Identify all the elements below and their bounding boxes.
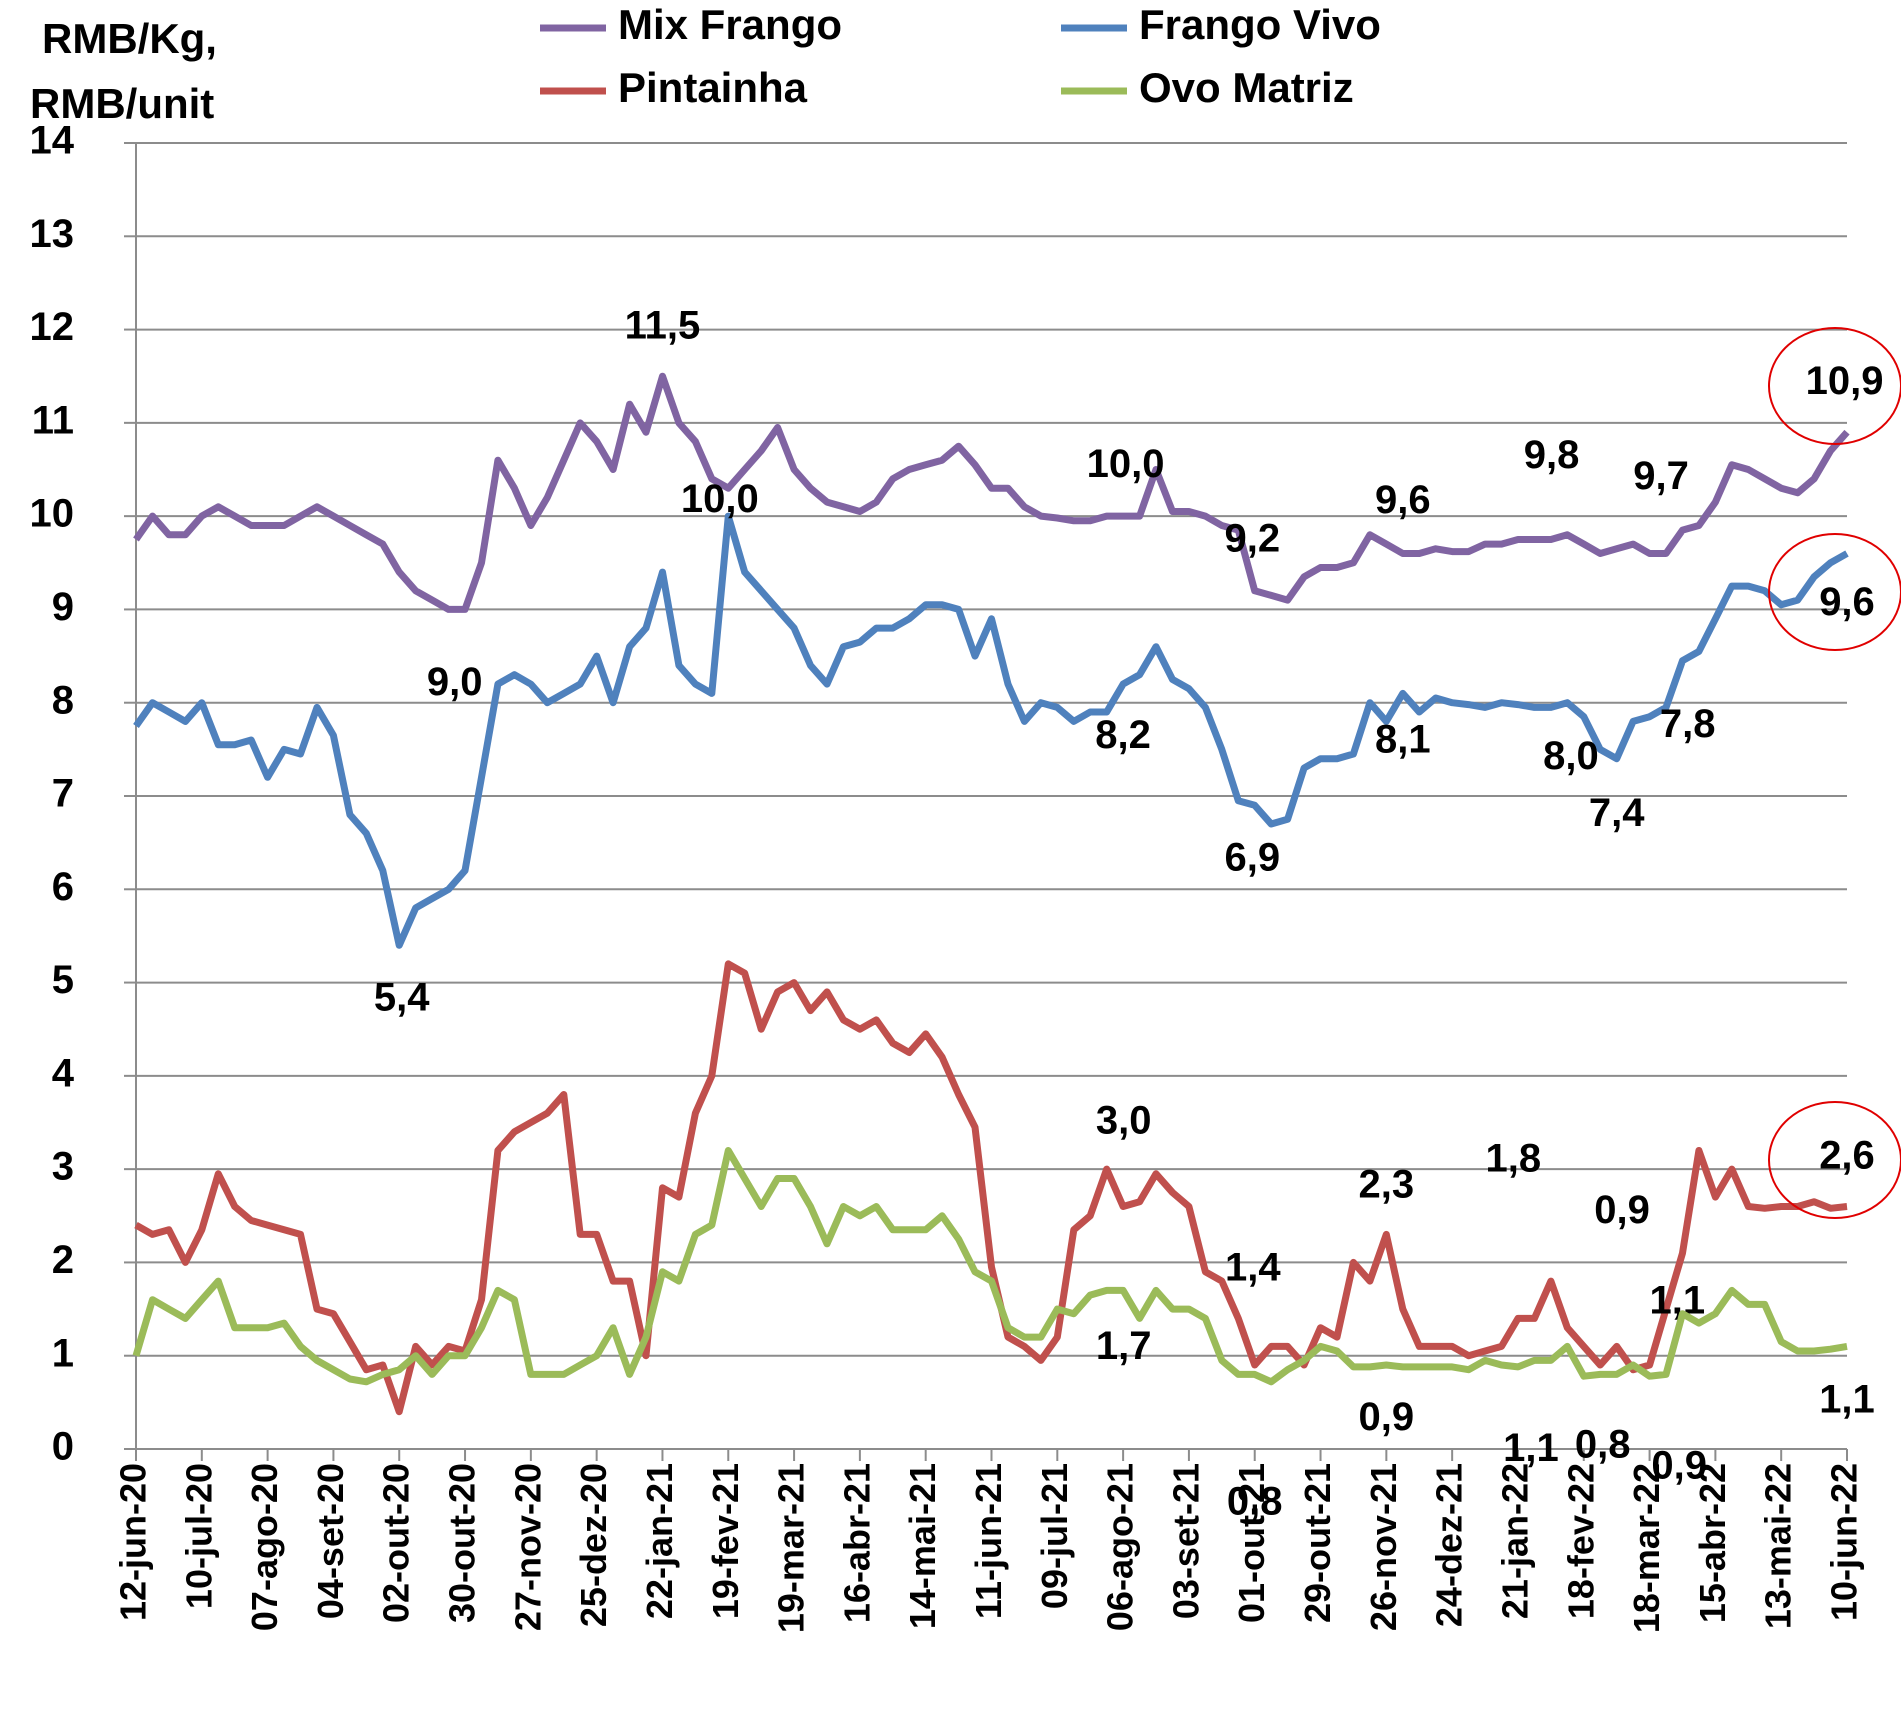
legend-label: Frango Vivo <box>1139 1 1381 48</box>
data-label: 9,8 <box>1524 433 1580 477</box>
legend-label: Pintainha <box>618 64 808 111</box>
x-tick-label: 27-nov-20 <box>507 1463 548 1631</box>
data-label: 8,2 <box>1095 713 1151 757</box>
series-line <box>133 372 1850 613</box>
data-label: 3,0 <box>1096 1099 1152 1143</box>
x-tick-label: 19-fev-21 <box>705 1463 746 1619</box>
x-tick-label: 25-dez-20 <box>573 1463 614 1627</box>
x-tick-label: 13-mai-22 <box>1758 1463 1799 1629</box>
series-line <box>134 960 1848 1416</box>
data-label: 7,4 <box>1589 791 1645 835</box>
highlight-circle <box>1768 327 1901 445</box>
y-axis-title: RMB/unit <box>30 80 214 127</box>
x-tick-label: 09-jul-21 <box>1034 1463 1075 1609</box>
data-label: 9,2 <box>1225 517 1281 561</box>
x-tick-label: 07-ago-20 <box>244 1463 285 1631</box>
x-tick-label: 21-jan-22 <box>1494 1463 1535 1619</box>
highlight-circle <box>1768 533 1901 651</box>
x-tick-label: 18-fev-22 <box>1560 1463 1601 1619</box>
data-label: 0,9 <box>1594 1188 1650 1232</box>
data-label: 11,5 <box>625 303 701 347</box>
x-tick-label: 10-jun-22 <box>1824 1463 1865 1621</box>
x-tick-label: 12-jun-20 <box>113 1463 154 1621</box>
y-tick-label: 6 <box>52 865 74 909</box>
x-tick-label: 24-dez-21 <box>1429 1463 1470 1627</box>
x-tick-label: 04-set-20 <box>310 1463 351 1619</box>
data-label: 5,4 <box>374 975 430 1019</box>
x-tick-label: 11-jun-21 <box>968 1463 1009 1619</box>
legend-label: Ovo Matriz <box>1139 64 1354 111</box>
y-axis-title: RMB/Kg, <box>42 15 217 62</box>
data-label: 6,9 <box>1225 835 1281 879</box>
x-tick-label: 10-jul-20 <box>178 1463 219 1609</box>
data-label: 0,8 <box>1575 1423 1631 1467</box>
y-tick-label: 4 <box>52 1051 75 1095</box>
y-tick-label: 8 <box>52 678 74 722</box>
y-tick-label: 11 <box>32 398 74 442</box>
y-tick-label: 10 <box>30 492 75 536</box>
y-tick-label: 13 <box>30 212 75 256</box>
y-tick-label: 1 <box>52 1331 74 1375</box>
x-tick-label: 06-ago-21 <box>1100 1463 1141 1631</box>
data-label: 7,8 <box>1660 702 1716 746</box>
data-label: 10,0 <box>681 477 759 521</box>
x-tick-label: 30-out-20 <box>442 1463 483 1623</box>
data-label: 0,8 <box>1227 1480 1283 1524</box>
data-label: 1,8 <box>1485 1137 1541 1181</box>
x-tick-label: 26-nov-21 <box>1363 1463 1404 1631</box>
y-tick-label: 3 <box>52 1145 74 1189</box>
data-label: 9,7 <box>1633 454 1689 498</box>
data-label: 0,9 <box>1359 1395 1415 1439</box>
x-tick-label: 02-out-20 <box>376 1463 417 1623</box>
x-tick-label: 03-set-21 <box>1165 1463 1206 1619</box>
y-tick-label: 2 <box>52 1238 74 1282</box>
y-tick-label: 12 <box>30 305 75 349</box>
x-tick-label: 22-jan-21 <box>639 1463 680 1619</box>
data-label: 2,3 <box>1359 1163 1415 1207</box>
x-tick-label: 14-mai-21 <box>902 1463 943 1629</box>
data-label: 10,0 <box>1087 442 1165 486</box>
data-label: 9,6 <box>1819 580 1875 624</box>
data-label: 2,6 <box>1819 1134 1875 1178</box>
x-tick-label: 18-mar-22 <box>1626 1463 1667 1633</box>
data-label: 1,4 <box>1225 1245 1281 1289</box>
legend-label: Mix Frango <box>618 1 842 48</box>
y-tick-label: 5 <box>52 958 74 1002</box>
data-label: 1,1 <box>1649 1278 1705 1322</box>
y-tick-label: 0 <box>52 1425 74 1469</box>
x-tick-label: 29-out-21 <box>1297 1463 1338 1623</box>
data-label: 9,0 <box>427 660 483 704</box>
data-label: 10,9 <box>1806 359 1884 403</box>
data-label: 9,6 <box>1375 478 1431 522</box>
y-tick-label: 14 <box>30 119 75 163</box>
data-label: 8,1 <box>1375 717 1431 761</box>
x-tick-label: 16-abr-21 <box>836 1463 877 1623</box>
y-tick-label: 9 <box>52 585 74 629</box>
series-line <box>133 512 1849 949</box>
x-tick-label: 15-abr-22 <box>1692 1463 1733 1623</box>
highlight-circle <box>1768 1101 1901 1219</box>
data-label: 1,7 <box>1096 1324 1152 1368</box>
data-label: 1,1 <box>1503 1426 1559 1470</box>
x-tick-label: 01-out-21 <box>1231 1463 1272 1623</box>
x-tick-label: 19-mar-21 <box>771 1463 812 1633</box>
data-label: 8,0 <box>1543 734 1599 778</box>
data-label: 0,9 <box>1651 1444 1707 1488</box>
series-line <box>132 1147 1848 1386</box>
data-label: 1,1 <box>1819 1378 1875 1422</box>
y-tick-label: 7 <box>52 772 74 816</box>
